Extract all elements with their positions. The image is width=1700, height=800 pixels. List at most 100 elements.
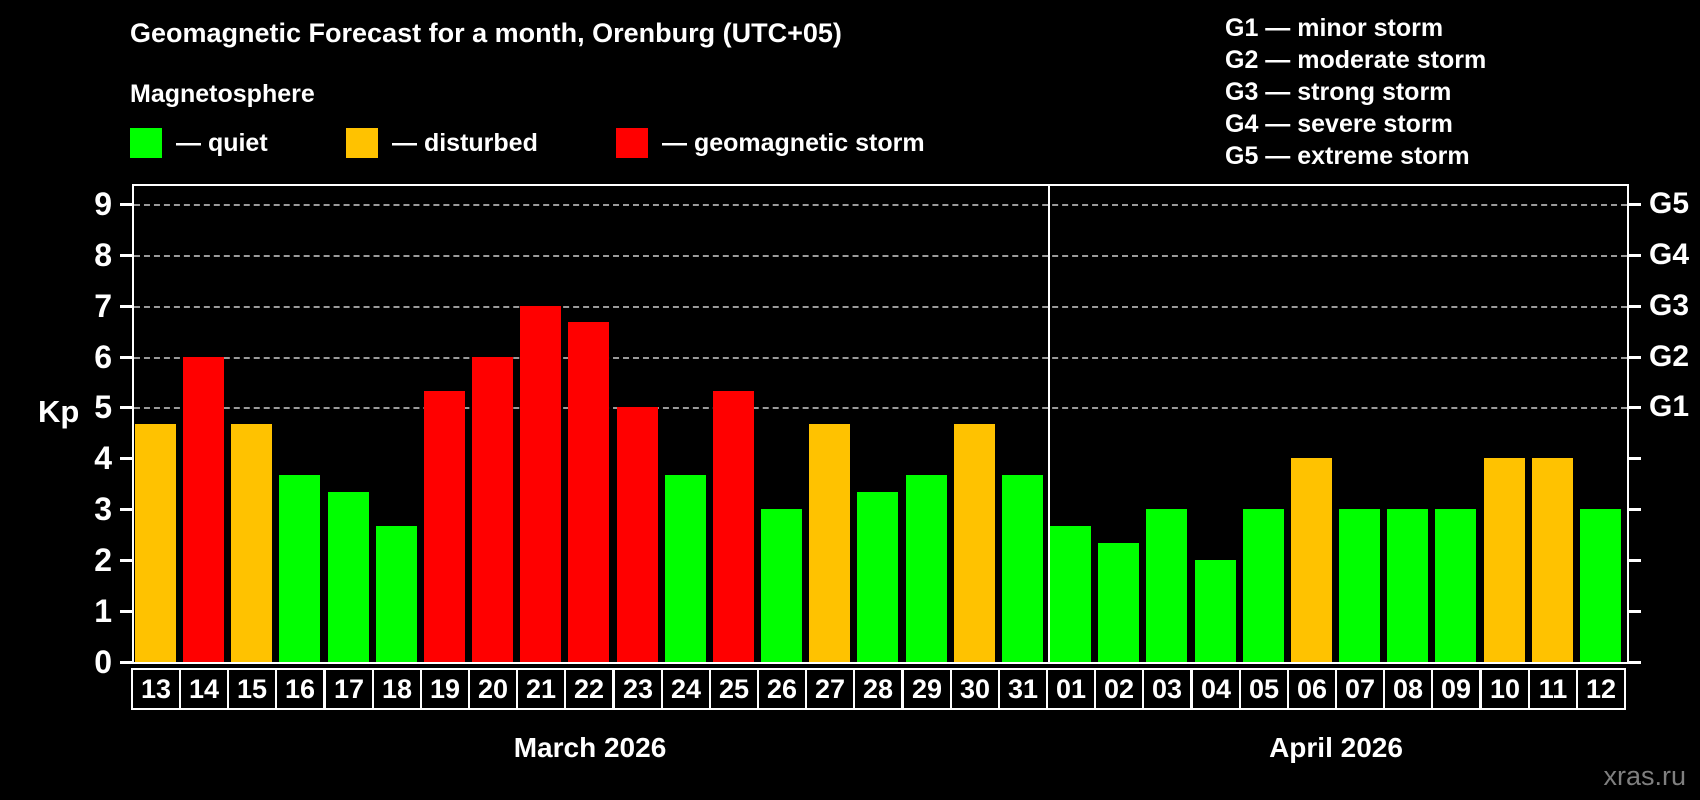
bar-day-10: [1484, 458, 1525, 662]
quiet-swatch-icon: [130, 128, 162, 158]
legend-item-disturbed: — disturbed: [346, 126, 538, 160]
right-tick-0: [1629, 661, 1641, 664]
plot-area: [132, 184, 1629, 664]
date-label-04: 04: [1191, 668, 1241, 710]
bar-day-31: [1002, 475, 1043, 662]
date-label-22: 22: [564, 668, 614, 710]
date-label-18: 18: [372, 668, 422, 710]
bar-day-01: [1050, 526, 1091, 662]
bar-day-23: [617, 407, 658, 662]
left-tick-1: [120, 610, 132, 613]
magnetosphere-label: Magnetosphere: [130, 80, 315, 108]
g-axis-label-g1: G1: [1649, 390, 1690, 423]
legend-item-quiet: — quiet: [130, 126, 268, 160]
bar-day-04: [1195, 560, 1236, 662]
date-label-06: 06: [1287, 668, 1337, 710]
bar-day-22: [568, 322, 609, 662]
date-label-15: 15: [227, 668, 277, 710]
date-label-02: 02: [1094, 668, 1144, 710]
g5-legend-line: G5 — extreme storm: [1225, 142, 1470, 170]
left-tick-2: [120, 559, 132, 562]
bar-day-03: [1146, 509, 1187, 662]
y-axis-label-5: 5: [94, 389, 112, 425]
y-axis-label-4: 4: [94, 440, 112, 476]
left-tick-4: [120, 457, 132, 460]
left-tick-0: [120, 661, 132, 664]
g-axis-label-g4: G4: [1649, 238, 1690, 271]
date-label-03: 03: [1142, 668, 1192, 710]
y-axis-label-7: 7: [94, 288, 112, 324]
bar-day-20: [472, 357, 513, 662]
bar-day-16: [279, 475, 320, 662]
bar-day-02: [1098, 543, 1139, 662]
month-separator: [1048, 186, 1050, 662]
date-label-08: 08: [1383, 668, 1433, 710]
date-label-16: 16: [275, 668, 325, 710]
date-label-29: 29: [902, 668, 952, 710]
date-label-30: 30: [950, 668, 1000, 710]
gridline-kp9: [134, 204, 1627, 206]
y-axis-label-1: 1: [94, 593, 112, 629]
g4-legend-line: G4 — severe storm: [1225, 110, 1453, 138]
date-label-24: 24: [661, 668, 711, 710]
date-label-20: 20: [468, 668, 518, 710]
left-tick-9: [120, 203, 132, 206]
bar-day-13: [135, 424, 176, 662]
bar-day-15: [231, 424, 272, 662]
right-tick-7: [1629, 305, 1641, 308]
date-label-25: 25: [709, 668, 759, 710]
g-scale-legend: G1 — minor storm G2 — moderate storm G3 …: [1225, 12, 1486, 172]
date-label-27: 27: [805, 668, 855, 710]
right-tick-3: [1629, 508, 1641, 511]
g3-legend-line: G3 — strong storm: [1225, 78, 1452, 106]
legend-label-quiet: — quiet: [176, 128, 268, 157]
date-label-10: 10: [1480, 668, 1530, 710]
bar-day-09: [1435, 509, 1476, 662]
date-label-09: 09: [1431, 668, 1481, 710]
date-label-17: 17: [324, 668, 374, 710]
right-tick-5: [1629, 406, 1641, 409]
right-tick-9: [1629, 203, 1641, 206]
disturbed-swatch-icon: [346, 128, 378, 158]
bar-day-05: [1243, 509, 1284, 662]
bar-day-24: [665, 475, 706, 662]
g1-legend-line: G1 — minor storm: [1225, 14, 1444, 42]
gridline-kp6: [134, 357, 1627, 359]
bar-day-21: [520, 306, 561, 662]
right-tick-8: [1629, 254, 1641, 257]
legend-label-storm: — geomagnetic storm: [662, 128, 925, 157]
y-axis-label-9: 9: [94, 186, 112, 222]
date-label-28: 28: [853, 668, 903, 710]
y-axis-label-6: 6: [94, 339, 112, 375]
bar-day-19: [424, 391, 465, 662]
gridline-kp8: [134, 255, 1627, 257]
date-label-26: 26: [757, 668, 807, 710]
y-axis-label-8: 8: [94, 237, 112, 273]
date-label-05: 05: [1239, 668, 1289, 710]
date-label-12: 12: [1576, 668, 1626, 710]
left-tick-8: [120, 254, 132, 257]
date-label-21: 21: [516, 668, 566, 710]
right-tick-6: [1629, 356, 1641, 359]
bar-day-18: [376, 526, 417, 662]
bar-day-06: [1291, 458, 1332, 662]
right-tick-4: [1629, 457, 1641, 460]
left-tick-7: [120, 305, 132, 308]
right-tick-2: [1629, 559, 1641, 562]
bar-day-28: [857, 492, 898, 662]
y-axis-label-2: 2: [94, 542, 112, 578]
y-axis-title: Kp: [38, 394, 80, 429]
date-label-19: 19: [420, 668, 470, 710]
bar-day-25: [713, 391, 754, 662]
bar-day-11: [1532, 458, 1573, 662]
gridline-kp5: [134, 407, 1627, 409]
g2-legend-line: G2 — moderate storm: [1225, 46, 1487, 74]
month-label-march: March 2026: [513, 732, 667, 763]
g-axis-label-g5: G5: [1649, 187, 1690, 220]
bar-day-29: [906, 475, 947, 662]
bar-day-27: [809, 424, 850, 662]
bar-day-26: [761, 509, 802, 662]
date-label-11: 11: [1528, 668, 1578, 710]
g-axis-label-g2: G2: [1649, 340, 1690, 373]
